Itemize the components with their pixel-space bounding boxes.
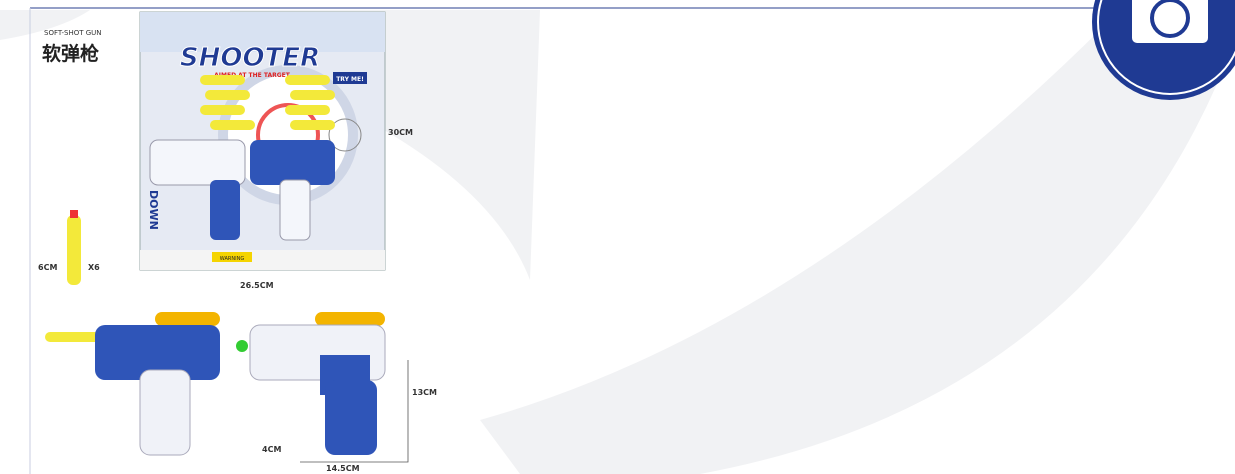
chinese-label: 软弹枪 — [42, 42, 99, 65]
badge: TRY ME! — [336, 76, 364, 83]
warning: WARNING — [220, 256, 245, 262]
dim-gun-depth: 4CM — [262, 445, 281, 454]
dim-dart-count: X6 — [88, 263, 100, 272]
package-title: SHOOTER — [180, 43, 320, 73]
single-dart — [67, 215, 81, 285]
dim-gun-height: 13CM — [412, 388, 437, 397]
dim-dart-length: 6CM — [38, 263, 57, 272]
package-side-text: DOWN — [147, 190, 160, 230]
dart-tip — [70, 210, 78, 218]
dim-height: 30CM — [388, 128, 413, 137]
product-screenshot: SOFT-SHOT GUN 软弹枪 WARNING SHOOTER AIMED … — [0, 0, 1235, 474]
brand-label: SOFT-SHOT GUN — [44, 29, 102, 37]
dim-gun-width: 14.5CM — [326, 464, 360, 473]
dim-width: 26.5CM — [240, 281, 274, 290]
